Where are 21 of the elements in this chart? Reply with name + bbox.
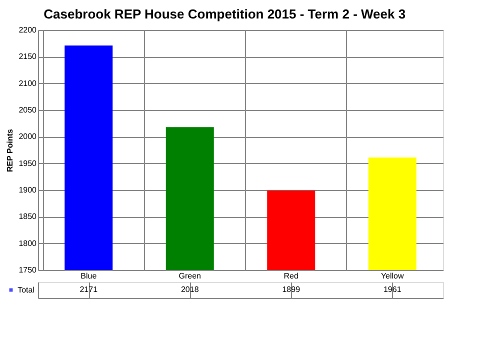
- data-label: 1961: [383, 285, 402, 294]
- y-tick-label: 2050: [18, 106, 38, 114]
- y-tick-label: 1750: [18, 266, 38, 274]
- legend-label: Total: [18, 286, 35, 294]
- y-tick-label: 1800: [18, 238, 38, 248]
- y-tick-label: 2100: [18, 78, 38, 88]
- data-label: 1899: [282, 285, 301, 294]
- chart-title: Casebrook REP House Competition 2015 - Term 2 - Week 3: [44, 6, 406, 22]
- y-tick-label: 2150: [18, 52, 38, 62]
- y-tick-label: 2000: [18, 132, 38, 142]
- x-tick-label: Blue: [80, 272, 98, 280]
- x-tick-label: Green: [178, 272, 201, 280]
- x-tick-label: Yellow: [380, 272, 404, 280]
- x-tick-label: Red: [284, 272, 298, 280]
- y-tick-label: 2200: [18, 26, 38, 34]
- data-label: 2018: [180, 285, 200, 294]
- y-tick-label: 1900: [18, 186, 38, 194]
- data-label: 2171: [80, 285, 98, 294]
- y-axis-title: REP Points: [6, 128, 15, 172]
- y-tick-label: 1850: [18, 212, 38, 222]
- y-tick-label: 1950: [18, 158, 38, 168]
